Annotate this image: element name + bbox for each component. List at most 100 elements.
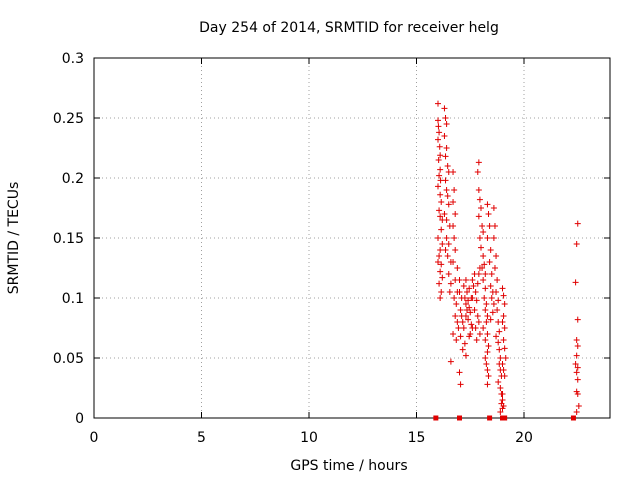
data-point: [502, 355, 509, 361]
data-point: [436, 280, 443, 287]
data-point: [441, 211, 448, 217]
data-point: [435, 235, 441, 241]
data-point: [447, 280, 454, 287]
data-point: [464, 307, 471, 313]
data-point: [457, 307, 464, 313]
y-axis-label: SRMTID / TECUs: [6, 182, 22, 295]
data-point: [574, 364, 581, 371]
data-point: [450, 259, 457, 265]
data-point: [469, 277, 476, 283]
zero-marker: [487, 415, 493, 421]
data-point: [484, 313, 491, 319]
data-point: [574, 220, 581, 227]
data-point: [442, 247, 449, 253]
data-point: [453, 337, 460, 343]
data-point: [442, 153, 449, 160]
data-point: [482, 355, 489, 361]
data-point: [471, 307, 478, 313]
data-point: [473, 297, 480, 304]
data-point: [500, 403, 507, 409]
data-point: [490, 301, 497, 307]
data-point: [474, 313, 481, 319]
x-tick-label: 20: [515, 430, 533, 446]
data-point: [500, 292, 507, 299]
data-point: [474, 280, 481, 287]
data-point: [450, 331, 457, 337]
data-point: [484, 349, 491, 355]
data-point: [464, 289, 471, 295]
data-point: [447, 358, 454, 365]
y-tick-label: 0.15: [53, 231, 84, 247]
data-point: [574, 316, 581, 323]
data-point: [436, 143, 443, 150]
data-point: [480, 253, 487, 259]
data-point: [499, 391, 506, 397]
data-point: [489, 309, 496, 316]
data-point: [484, 331, 491, 337]
data-point: [461, 295, 468, 301]
data-point: [435, 100, 441, 107]
data-point: [497, 385, 504, 391]
data-point: [474, 169, 481, 175]
data-point: [496, 346, 503, 353]
y-tick-label: 0.3: [62, 51, 84, 67]
data-point: [452, 313, 459, 319]
data-point: [462, 277, 469, 283]
x-axis: 0 5 10 15 20: [90, 58, 533, 446]
y-tick-label: 0.2: [62, 171, 84, 187]
data-point: [438, 226, 445, 233]
data-point: [441, 133, 448, 139]
x-axis-label: GPS time / hours: [290, 458, 407, 474]
grid: [94, 58, 610, 418]
data-point: [500, 367, 507, 373]
data-point: [495, 339, 502, 346]
data-point: [442, 177, 449, 184]
data-point: [445, 271, 452, 277]
data-point: [573, 352, 580, 359]
data-point: [437, 247, 444, 253]
data-point: [437, 166, 444, 173]
data-point: [499, 285, 506, 292]
data-point: [486, 259, 493, 265]
data-point: [435, 123, 442, 130]
data-point: [484, 381, 491, 388]
data-point: [575, 403, 582, 409]
data-point: [500, 337, 507, 343]
data-point: [442, 115, 449, 121]
data-point: [499, 361, 506, 367]
data-point: [497, 355, 504, 361]
data-point: [450, 223, 457, 229]
data-point: [483, 361, 490, 367]
y-tick-label: 0: [75, 411, 84, 427]
data-point: [451, 187, 458, 193]
data-point: [462, 313, 469, 319]
data-point: [475, 159, 482, 166]
data-point: [443, 121, 450, 127]
data-point: [479, 265, 486, 271]
data-point: [453, 301, 460, 307]
data-point: [501, 373, 508, 379]
data-point: [491, 223, 498, 229]
data-point: [443, 217, 450, 223]
data-point: [467, 309, 474, 316]
data-point: [574, 391, 581, 397]
data-point: [488, 271, 495, 277]
data-point: [574, 343, 581, 349]
data-point: [456, 277, 463, 283]
data-point: [436, 253, 443, 259]
y-tick-label: 0.05: [53, 351, 84, 367]
data-point: [491, 265, 498, 271]
data-point: [501, 301, 508, 307]
zero-marker: [570, 415, 576, 421]
data-point: [456, 289, 463, 295]
data-point: [487, 283, 494, 289]
data-point: [573, 241, 580, 247]
data-point: [479, 223, 486, 229]
data-point: [443, 187, 450, 193]
data-point: [445, 241, 452, 247]
data-point: [499, 319, 506, 325]
plot-frame: [93, 57, 611, 419]
x-tick-label: 5: [197, 430, 206, 446]
data-point: [497, 409, 504, 415]
